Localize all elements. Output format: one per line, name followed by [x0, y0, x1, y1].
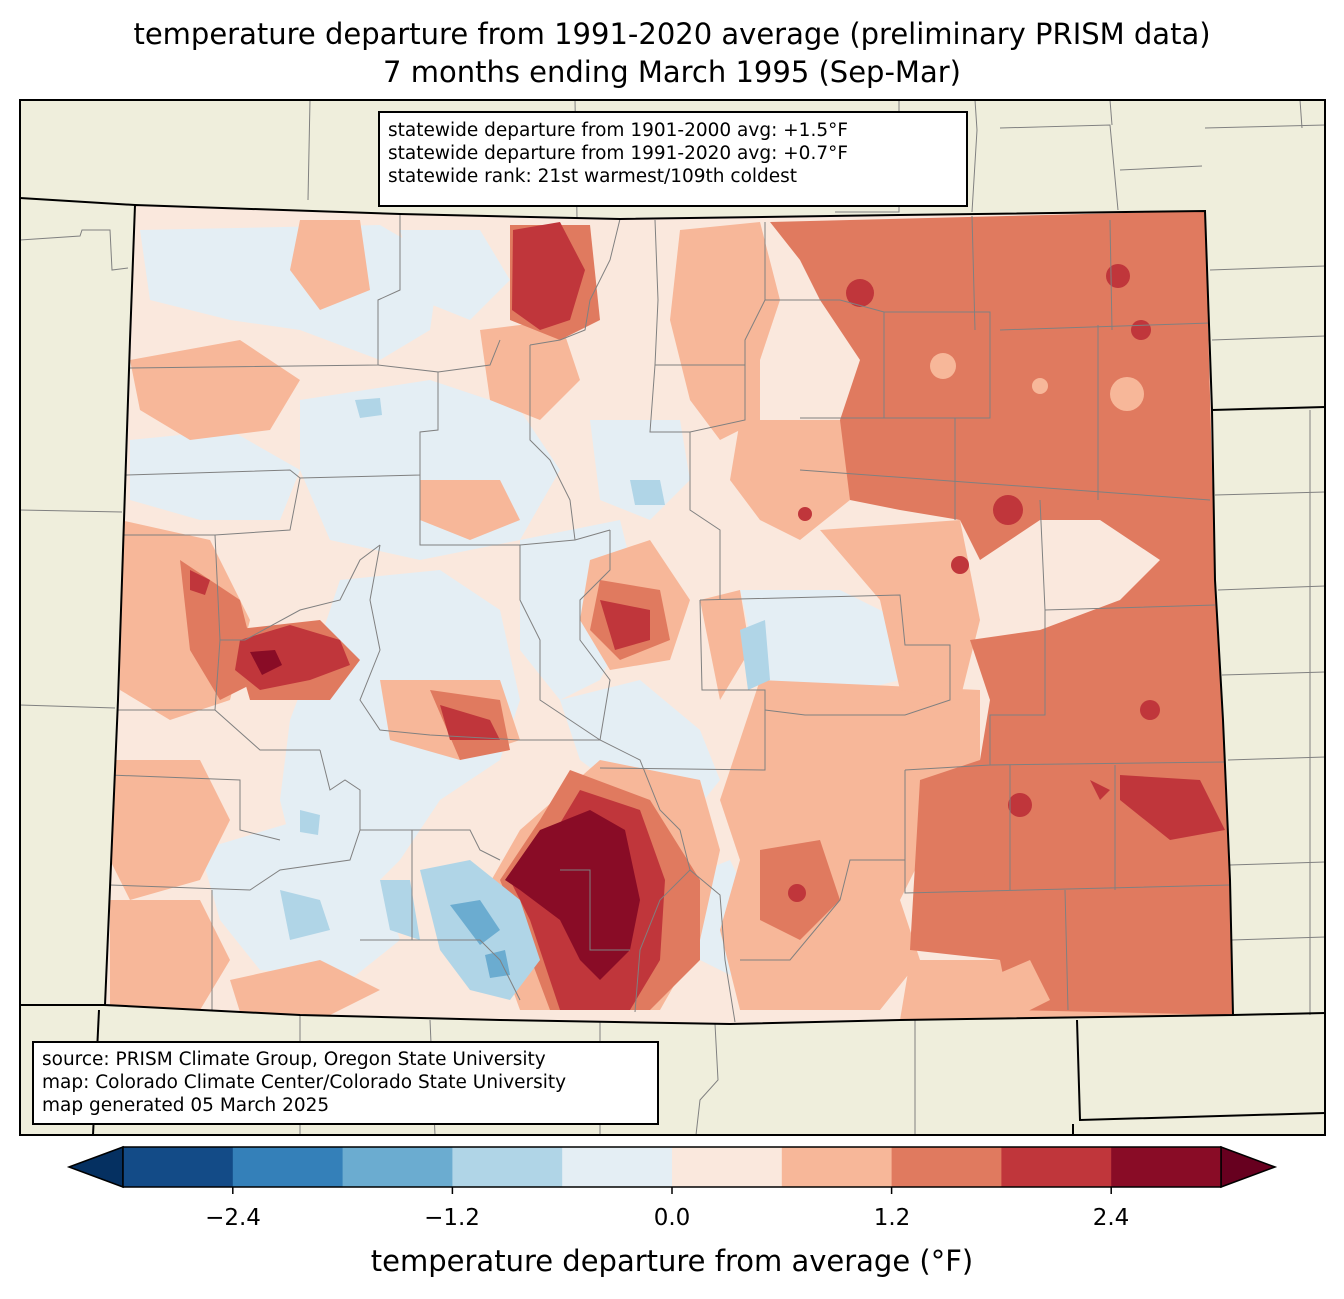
stat-rank: statewide rank: 21st warmest/109th colde…: [388, 166, 798, 187]
colorbar-cell: [891, 1147, 1002, 1187]
map-border: [19, 99, 1326, 1136]
colorbar-tick-label: 0.0: [653, 1205, 691, 1231]
colorbar-cell: [232, 1147, 344, 1187]
stat-departure-1991-2020: statewide departure from 1991-2020 avg: …: [388, 143, 848, 164]
credit-generated: map generated 05 March 2025: [42, 1095, 330, 1116]
colorbar-cell: [562, 1147, 673, 1187]
colorbar-cell: [672, 1147, 783, 1187]
colorbar-tick-label: −1.2: [424, 1205, 480, 1231]
map-subtitle: 7 months ending March 1995 (Sep-Mar): [383, 55, 961, 89]
colorbar-tick-label: 1.2: [873, 1205, 911, 1231]
county-lines: [109, 214, 1231, 1023]
stat-departure-1901-2000: statewide departure from 1901-2000 avg: …: [388, 120, 848, 141]
temperature-departure-field: [105, 205, 1233, 1024]
colorbar-cell: [342, 1147, 453, 1187]
colorbar-cell: [123, 1147, 234, 1187]
statewide-stats-box: statewide departure from 1901-2000 avg: …: [378, 111, 968, 207]
colorbar: [66, 1145, 1278, 1194]
colorbar-cell: [1001, 1147, 1112, 1187]
credits-box: source: PRISM Climate Group, Oregon Stat…: [32, 1041, 659, 1125]
map-title: temperature departure from 1991-2020 ave…: [133, 17, 1211, 51]
colorbar-cell: [781, 1147, 893, 1187]
colorbar-cell: [452, 1147, 563, 1187]
colorbar-label: temperature departure from average (°F): [370, 1244, 974, 1278]
credit-source: source: PRISM Climate Group, Oregon Stat…: [42, 1049, 546, 1070]
credit-map: map: Colorado Climate Center/Colorado St…: [42, 1072, 567, 1093]
colorbar-low-extension: [66, 1145, 124, 1189]
colorbar-tick-label: 2.4: [1092, 1205, 1130, 1231]
colorbar-cell: [1111, 1147, 1222, 1187]
colorbar-high-extension: [1220, 1145, 1278, 1189]
colorbar-tick-label: −2.4: [205, 1205, 261, 1231]
